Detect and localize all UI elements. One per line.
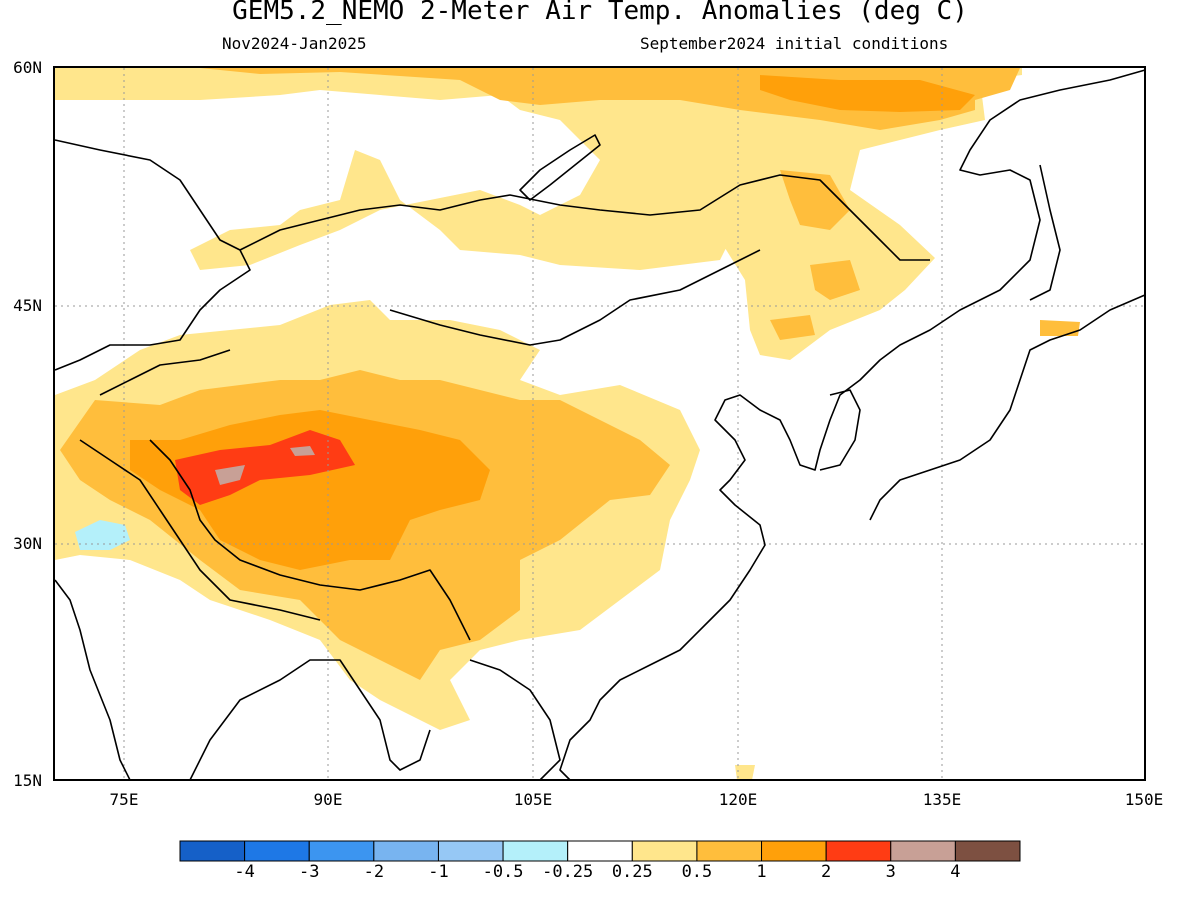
colorbar-swatch xyxy=(437,840,504,862)
map-title: GEM5.2_NEMO 2-Meter Air Temp. Anomalies … xyxy=(232,0,968,26)
colorbar-tick-label: -4 xyxy=(234,862,255,882)
anomaly-cold-spot xyxy=(75,520,130,550)
colorbar xyxy=(179,840,1021,862)
anomaly-patch-manchuria-2 xyxy=(770,315,815,340)
coastline-japan xyxy=(869,294,1146,521)
coastlines-borders xyxy=(54,69,1146,781)
colorbar-swatch xyxy=(890,840,956,862)
colorbar-tick-label: 1 xyxy=(756,862,767,882)
border-russia xyxy=(239,174,930,261)
colorbar-tick-label: 4 xyxy=(950,862,961,882)
anomaly-band-north xyxy=(55,68,1022,360)
anomaly-band-north-west xyxy=(190,150,730,270)
anomaly-patch-north-2 xyxy=(780,170,850,230)
colorbar-swatch xyxy=(631,840,698,862)
colorbar-swatch xyxy=(373,840,439,862)
colorbar-swatch xyxy=(244,840,310,862)
gridlines xyxy=(55,68,1145,780)
colorbar-swatch xyxy=(761,840,827,862)
lake-baikal xyxy=(519,134,601,201)
lat-label-45n: 45N xyxy=(13,296,42,315)
border-india-north xyxy=(79,439,321,621)
lat-label-15n: 15N xyxy=(13,771,42,790)
colorbar-tick-label: 3 xyxy=(885,862,896,882)
colorbar-tick-label: 2 xyxy=(821,862,832,882)
lon-label-75e: 75E xyxy=(109,790,139,809)
coastline-east-asia xyxy=(559,69,1146,781)
lat-label-30n: 30N xyxy=(13,534,42,553)
anomaly-patch-hokkaido xyxy=(1040,320,1080,336)
anomaly-patch-manchuria xyxy=(810,260,860,300)
colorbar-swatch xyxy=(179,840,246,862)
coastline-bay-of-bengal xyxy=(189,659,431,781)
colorbar-swatch xyxy=(502,840,569,862)
lon-label-150e: 150E xyxy=(1124,790,1164,809)
lon-label-90e: 90E xyxy=(313,790,343,809)
anomaly-band-tibet-hottest xyxy=(215,465,245,485)
anomaly-patch-north-3 xyxy=(760,75,975,112)
coastline-korea xyxy=(819,389,861,471)
map-frame xyxy=(53,66,1146,781)
colorbar-swatch xyxy=(308,840,375,862)
border-tibet-south xyxy=(149,439,471,641)
anomaly-field xyxy=(55,68,1080,780)
coastline-south-asia xyxy=(54,579,131,781)
anomaly-patch-taiwan xyxy=(735,765,755,780)
lon-label-120e: 120E xyxy=(718,790,758,809)
border-china-mongolia xyxy=(389,249,761,346)
forecast-period: Nov2024-Jan2025 xyxy=(222,34,367,53)
coastline-indochina xyxy=(469,659,561,781)
colorbar-tick-label: -3 xyxy=(298,862,320,882)
coastline-japan-2 xyxy=(1029,164,1061,301)
colorbar-tick-label: 0.25 xyxy=(611,862,653,882)
colorbar-tick-label: 0.5 xyxy=(681,862,713,882)
colorbar-tick-label: -2 xyxy=(363,862,385,882)
colorbar-swatch xyxy=(825,840,892,862)
anomaly-band-tibet-hottest-2 xyxy=(290,446,315,456)
lat-label-60n: 60N xyxy=(13,58,42,77)
colorbar-swatch xyxy=(696,840,763,862)
colorbar-tick-label: -0.5 xyxy=(482,862,524,882)
initial-conditions: September2024 initial conditions xyxy=(640,34,949,53)
colorbar-swatch xyxy=(567,840,633,862)
colorbar-tick-label: -0.25 xyxy=(542,862,594,882)
colorbar-swatch xyxy=(954,840,1021,862)
lon-label-105e: 105E xyxy=(513,790,553,809)
lon-label-135e: 135E xyxy=(922,790,962,809)
border-kazakhstan xyxy=(54,139,251,371)
border-tarim xyxy=(99,349,231,396)
colorbar-tick-label: -1 xyxy=(428,862,449,882)
